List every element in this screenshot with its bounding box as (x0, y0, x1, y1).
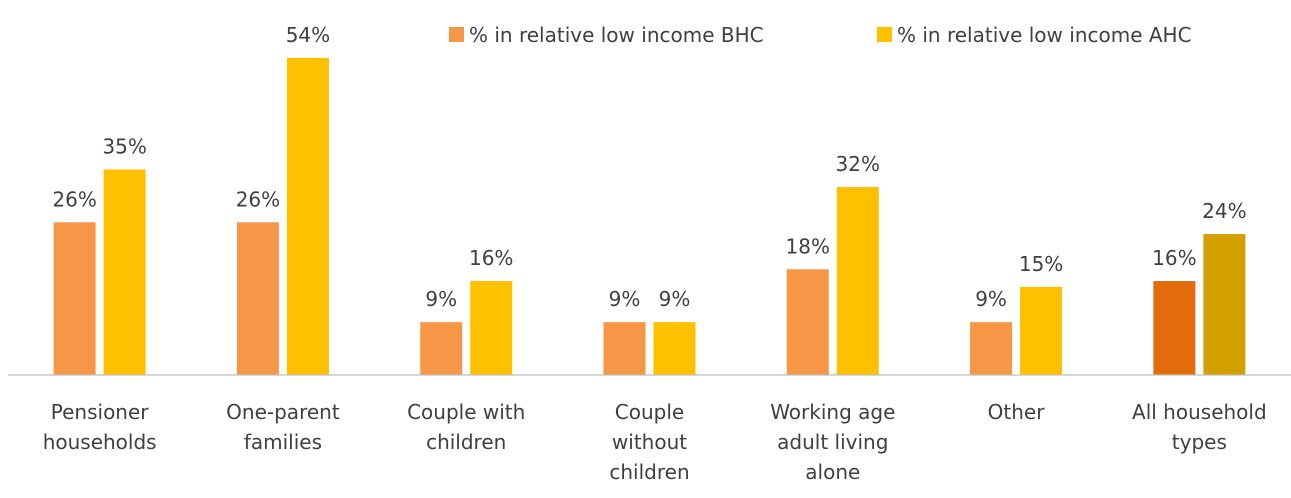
bar-series1-cat6 (1203, 234, 1246, 375)
data-label-series1-cat2: 16% (469, 246, 513, 270)
bar-series0-cat1 (236, 222, 279, 375)
data-label-series0-cat3: 9% (609, 287, 641, 311)
bar-series1-cat2 (470, 281, 513, 375)
data-label-series0-cat6: 16% (1152, 246, 1196, 270)
category-label-0-line1: households (43, 430, 157, 454)
category-label-5-line0: Other (988, 400, 1046, 424)
legend-label-bhc: % in relative low income BHC (469, 23, 764, 47)
category-label-3-line1: without (612, 430, 687, 454)
bar-series0-cat4 (786, 269, 829, 375)
category-label-4-line2: alone (805, 460, 860, 484)
category-label-6-line1: types (1172, 430, 1227, 454)
category-label-2-line0: Couple with (407, 400, 525, 424)
category-label-0-line0: Pensioner (51, 400, 150, 424)
category-label-1-line1: families (244, 430, 322, 454)
bar-series0-cat2 (420, 322, 463, 375)
category-label-3-line0: Couple (615, 400, 684, 424)
bar-series1-cat0 (103, 169, 146, 375)
bar-series0-cat3 (603, 322, 646, 375)
category-label-2-line1: children (426, 430, 506, 454)
data-label-series0-cat1: 26% (236, 187, 280, 211)
category-label-4-line0: Working age (770, 400, 895, 424)
data-label-series1-cat6: 24% (1202, 199, 1246, 223)
bar-series1-cat4 (836, 187, 879, 375)
data-label-series0-cat5: 9% (975, 287, 1007, 311)
category-label-4-line1: adult living (777, 430, 888, 454)
bar-series1-cat1 (286, 57, 329, 375)
data-label-series0-cat4: 18% (786, 234, 830, 258)
bar-series0-cat0 (53, 222, 96, 375)
category-label-6-line0: All household (1132, 400, 1267, 424)
bars-group (53, 57, 1246, 375)
legend-swatch-ahc (877, 27, 892, 42)
legend-swatch-bhc (449, 27, 464, 42)
bar-series1-cat3 (653, 322, 696, 375)
data-label-series1-cat1: 54% (286, 23, 330, 47)
category-labels-group: Pensioner households One-parent families Cou… (43, 400, 1267, 484)
data-label-series1-cat3: 9% (659, 287, 691, 311)
category-label-1-line0: One-parent (226, 400, 340, 424)
bar-series1-cat5 (1020, 286, 1063, 375)
data-label-series0-cat0: 26% (52, 187, 96, 211)
bar-series0-cat5 (970, 322, 1013, 375)
data-label-series0-cat2: 9% (425, 287, 457, 311)
legend-label-ahc: % in relative low income AHC (897, 23, 1192, 47)
data-label-series1-cat0: 35% (102, 134, 146, 158)
data-label-series1-cat4: 32% (836, 152, 880, 176)
chart-legend: % in relative low income BHC % in relati… (449, 23, 1192, 47)
data-labels-group: 26%35%26%54%9%16%9% 9%18%32%9%15% 16%24% (52, 23, 1246, 311)
bar-series0-cat6 (1153, 281, 1196, 375)
category-label-3-line2: children (609, 460, 689, 484)
data-label-series1-cat5: 15% (1019, 252, 1063, 276)
